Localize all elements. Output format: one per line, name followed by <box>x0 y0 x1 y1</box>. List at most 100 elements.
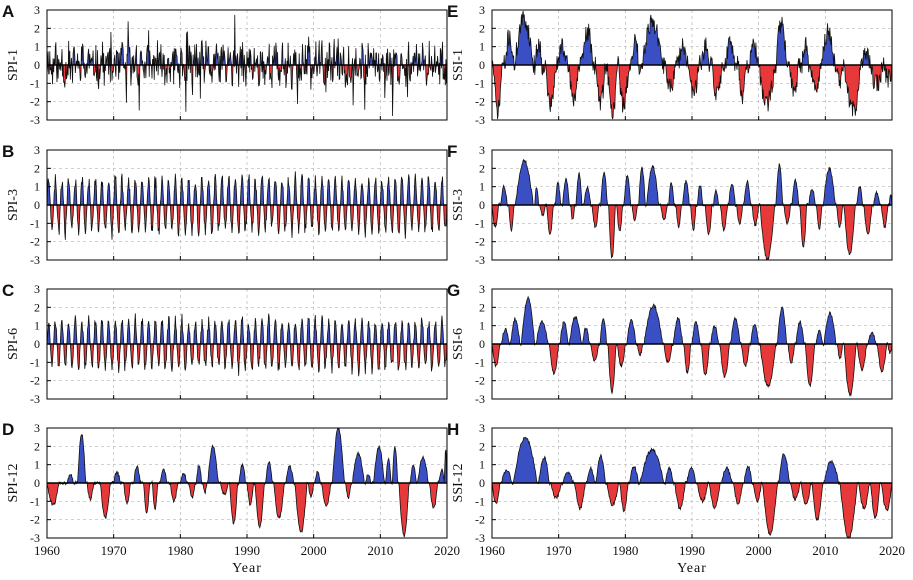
y-tick-label: -3 <box>475 392 485 406</box>
x-tick-label: 1990 <box>679 543 705 558</box>
y-tick-label: 3 <box>34 421 40 435</box>
y-tick-label: -3 <box>30 253 40 267</box>
series-line <box>46 313 448 377</box>
y-tick-label: 3 <box>34 143 40 157</box>
y-tick-label: 0 <box>479 198 485 212</box>
y-tick-label: 1 <box>479 319 485 333</box>
y-tick-label: 1 <box>479 40 485 54</box>
y-tick-label: -2 <box>475 374 485 388</box>
x-tick-label: 1980 <box>167 543 193 558</box>
positive-area <box>492 296 892 344</box>
y-tick-label: 1 <box>479 180 485 194</box>
panel-label: H <box>447 420 459 439</box>
x-tick-label: 2020 <box>879 543 905 558</box>
x-tick-label: 2010 <box>367 543 393 558</box>
y-tick-label: -1 <box>475 76 485 90</box>
y-tick-label: -2 <box>30 235 40 249</box>
y-tick-label: -3 <box>475 531 485 545</box>
y-tick-label: 0 <box>34 476 40 490</box>
panel-label: C <box>2 281 14 300</box>
y-axis-title: SSI-6 <box>451 328 466 360</box>
y-tick-label: 1 <box>34 180 40 194</box>
y-axis-title: SPI-6 <box>6 328 21 360</box>
y-tick-label: -3 <box>30 392 40 406</box>
panel-f: 3 2 1 0 -1 -2 -3 SSI-3 F <box>447 142 893 267</box>
panel-label: G <box>447 281 460 300</box>
panel-label: F <box>447 142 457 161</box>
series-line <box>491 158 893 261</box>
y-axis-title: SSI-1 <box>451 49 466 81</box>
y-axis-title: SPI-1 <box>6 49 21 81</box>
positive-area <box>492 10 892 66</box>
y-tick-label: -3 <box>475 113 485 127</box>
y-tick-label: 2 <box>479 300 485 314</box>
x-tick-label: 2000 <box>746 543 772 558</box>
y-axis-title: SSI-12 <box>451 464 466 503</box>
y-tick-label: 3 <box>34 3 40 17</box>
y-tick-label: 2 <box>479 21 485 35</box>
x-axis-title: Year <box>232 561 262 576</box>
y-tick-label: 0 <box>34 198 40 212</box>
panel-label: B <box>2 142 14 161</box>
x-tick-label: 1990 <box>234 543 260 558</box>
y-axis-title: SPI-3 <box>6 189 21 221</box>
y-tick-label: -3 <box>475 253 485 267</box>
y-tick-label: -2 <box>475 513 485 527</box>
y-tick-label: -3 <box>30 531 40 545</box>
series-line <box>491 10 893 120</box>
x-tick-label: 1960 <box>34 543 60 558</box>
panel-a: 3 2 1 0 -1 -2 -3 SPI-1 A <box>2 2 448 127</box>
y-tick-label: -1 <box>475 216 485 230</box>
y-tick-label: 3 <box>34 282 40 296</box>
y-tick-label: -1 <box>475 355 485 369</box>
y-tick-label: -1 <box>30 355 40 369</box>
x-tick-label: 1970 <box>546 543 572 558</box>
x-tick-label: 2010 <box>812 543 838 558</box>
negative-area <box>492 344 892 396</box>
x-tick-label: 1960 <box>479 543 505 558</box>
y-tick-label: 1 <box>34 458 40 472</box>
y-tick-label: 3 <box>479 3 485 17</box>
y-tick-label: 0 <box>479 337 485 351</box>
x-tick-label: 2020 <box>434 543 460 558</box>
positive-area <box>47 428 447 483</box>
y-tick-label: 0 <box>34 337 40 351</box>
y-tick-label: 2 <box>479 439 485 453</box>
y-axis-title: SPI-12 <box>6 464 21 503</box>
y-axis-title: SSI-3 <box>451 189 466 221</box>
y-tick-label: -1 <box>30 216 40 230</box>
y-tick-label: 2 <box>34 21 40 35</box>
x-axis-title: Year <box>677 561 707 576</box>
x-tick-label: 1980 <box>612 543 638 558</box>
y-tick-label: 2 <box>479 161 485 175</box>
panel-c: 3 2 1 0 -1 -2 -3 SPI-6 C <box>2 281 448 406</box>
y-tick-label: -1 <box>30 494 40 508</box>
y-tick-label: 0 <box>34 58 40 72</box>
negative-area <box>492 483 892 538</box>
y-tick-label: 3 <box>479 143 485 157</box>
x-tick-label: 2000 <box>301 543 327 558</box>
y-tick-label: 2 <box>34 300 40 314</box>
x-tick-label: 1970 <box>101 543 127 558</box>
y-tick-label: -1 <box>30 76 40 90</box>
y-tick-label: -2 <box>475 235 485 249</box>
y-tick-label: 1 <box>34 40 40 54</box>
y-tick-label: 1 <box>34 319 40 333</box>
y-tick-label: -2 <box>475 95 485 109</box>
panel-label: E <box>447 2 458 21</box>
y-tick-label: 3 <box>479 421 485 435</box>
y-tick-label: 3 <box>479 282 485 296</box>
panel-b: 3 2 1 0 -1 -2 -3 SPI-3 B <box>2 142 448 267</box>
negative-area <box>47 483 447 538</box>
panel-e: 3 2 1 0 -1 -2 -3 SSI-1 E <box>447 2 893 127</box>
y-tick-label: -2 <box>30 374 40 388</box>
series-line <box>491 436 893 538</box>
y-tick-label: -3 <box>30 113 40 127</box>
panel-g: 3 2 1 0 -1 -2 -3 SSI-6 G <box>447 281 893 406</box>
y-tick-label: -1 <box>475 494 485 508</box>
negative-area <box>492 205 892 260</box>
y-tick-label: 1 <box>479 458 485 472</box>
